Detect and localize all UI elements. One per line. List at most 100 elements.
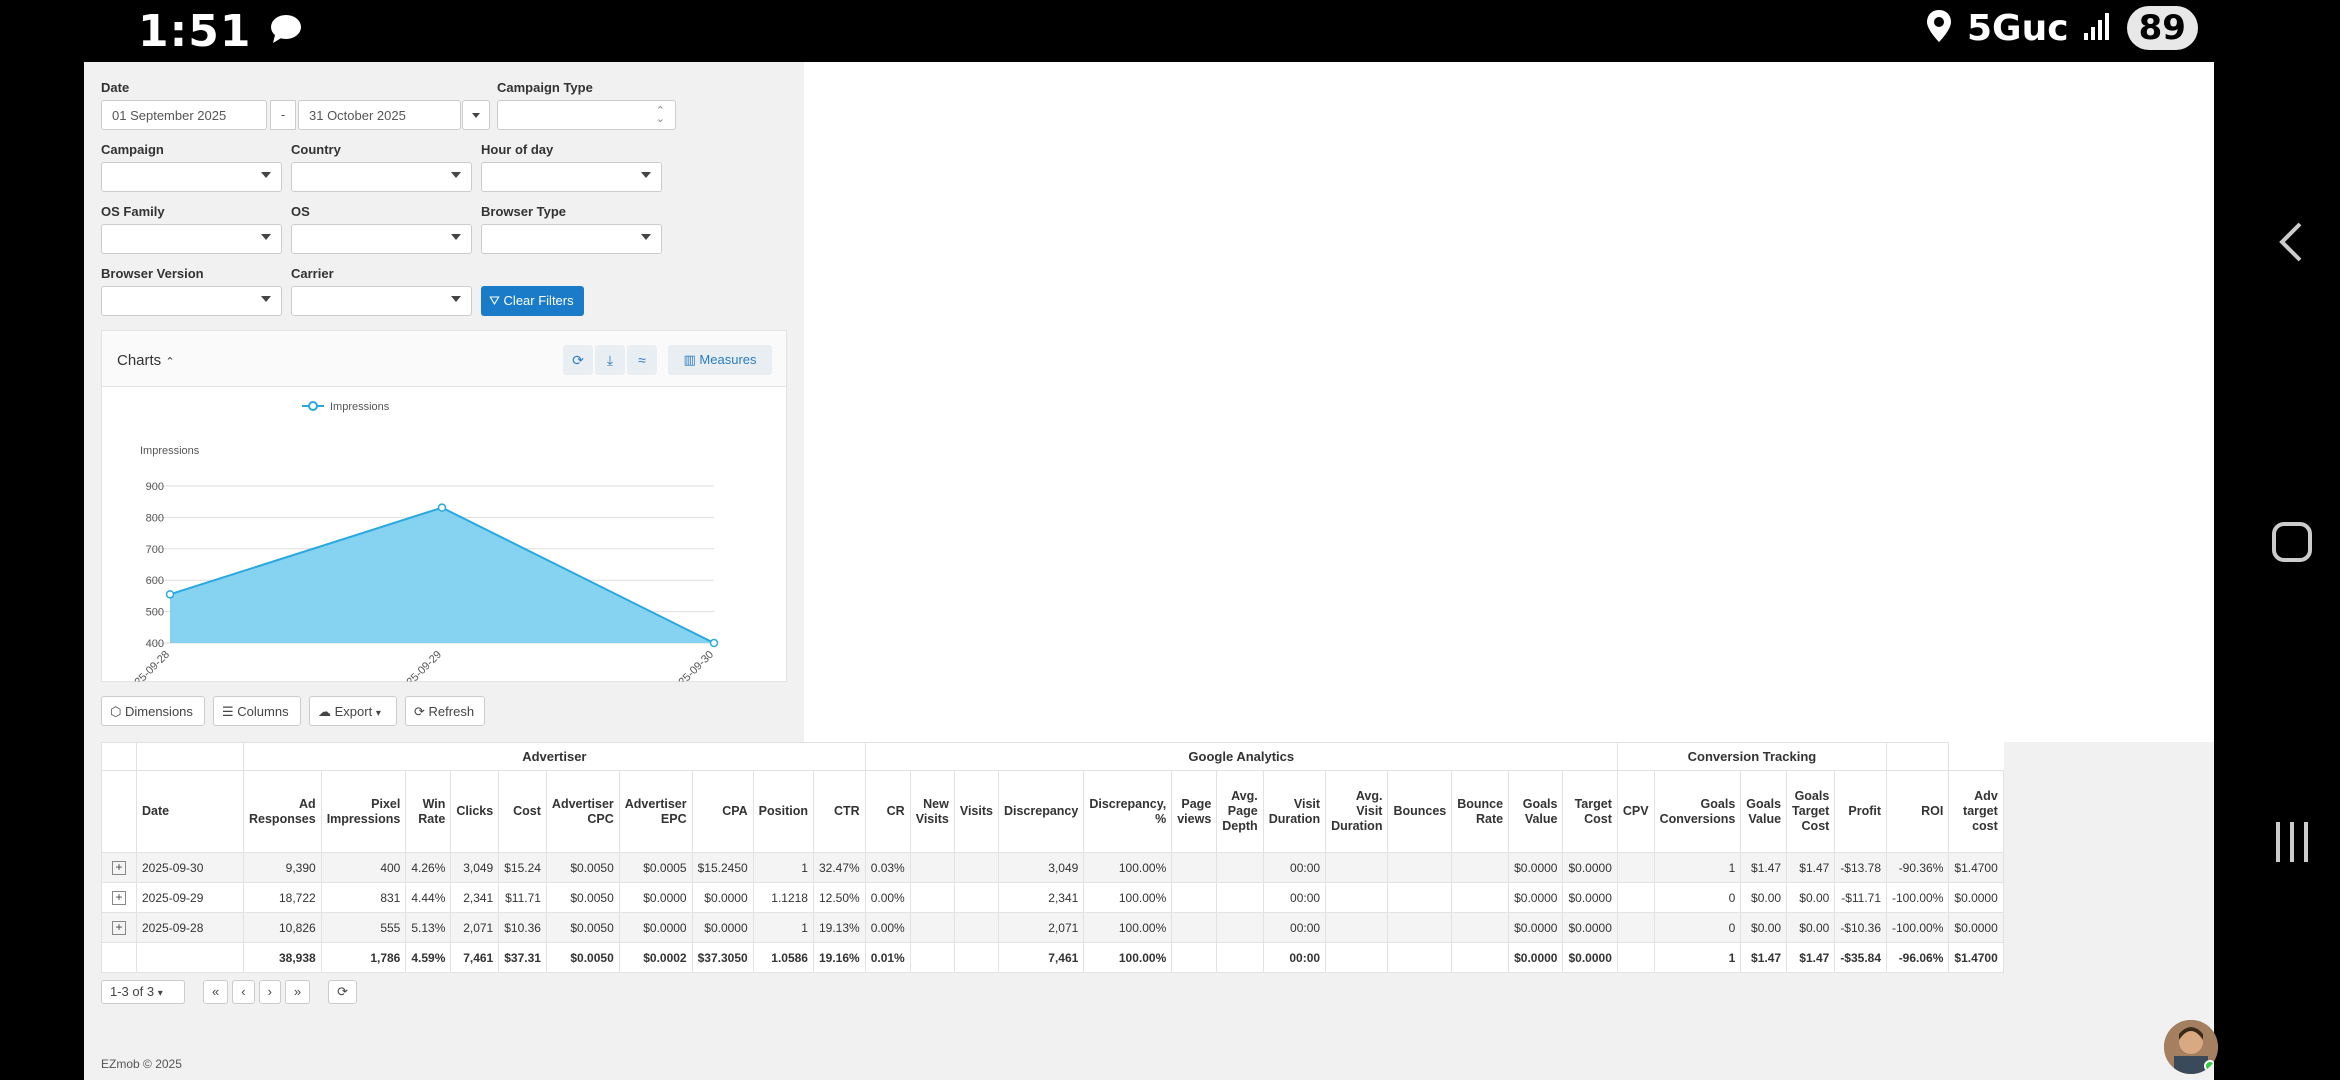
chevron-down-icon: [472, 113, 480, 118]
column-header[interactable]: Profit: [1834, 770, 1888, 853]
campaign-select[interactable]: [101, 162, 282, 192]
browser-version-select[interactable]: [101, 286, 282, 316]
column-header[interactable]: Goals Conversions: [1653, 770, 1742, 853]
date-from-input[interactable]: 01 September 2025: [101, 100, 267, 130]
measures-button[interactable]: ▥ Measures: [668, 345, 772, 375]
total-cell: $0.0002: [618, 942, 693, 973]
table-cell: 18,722: [243, 882, 322, 913]
table-cell: -100.00%: [1886, 912, 1950, 943]
page-range-select[interactable]: 1-3 of 3 ▾: [101, 980, 185, 1004]
carrier-select[interactable]: [291, 286, 472, 316]
country-select[interactable]: [291, 162, 472, 192]
browser-type-select[interactable]: [481, 224, 662, 254]
total-cell: 38,938: [243, 942, 322, 973]
table-cell: 2,071: [997, 912, 1085, 943]
table-cell: 2025-09-28: [136, 912, 244, 943]
column-header[interactable]: CPA: [691, 770, 754, 853]
column-header[interactable]: Advertiser EPC: [618, 770, 693, 853]
charts-title[interactable]: Charts ⌃: [117, 352, 175, 369]
column-header[interactable]: Visit Duration: [1262, 770, 1327, 853]
table-cell: 2,071: [450, 912, 500, 943]
export-button[interactable]: ☁ Export ▾: [309, 696, 397, 726]
column-header[interactable]: Cost: [498, 770, 547, 853]
y-tick-label: 500: [146, 607, 164, 619]
hour-select[interactable]: [481, 162, 662, 192]
column-header[interactable]: CR: [864, 770, 911, 853]
os-select[interactable]: [291, 224, 472, 254]
column-header[interactable]: Ad Responses: [243, 770, 322, 853]
columns-button[interactable]: ☰ Columns: [213, 696, 301, 726]
table-cell: $0.0000: [1508, 852, 1564, 883]
clear-filters-button[interactable]: ⛛ Clear Filters: [481, 286, 584, 316]
expand-cell: +: [101, 852, 137, 883]
expand-row-icon[interactable]: +: [112, 921, 126, 935]
table-cell: $0.0050: [545, 912, 620, 943]
expand-row-icon[interactable]: +: [112, 891, 126, 905]
chart-type-icon[interactable]: ≈: [627, 345, 657, 375]
legend-label: Impressions: [330, 401, 390, 413]
recents-icon[interactable]: [2262, 812, 2322, 872]
date-to-input[interactable]: 31 October 2025: [298, 100, 461, 130]
back-icon[interactable]: [2262, 212, 2322, 272]
reload-icon[interactable]: ⟳: [328, 980, 358, 1004]
home-icon[interactable]: [2262, 512, 2322, 572]
table-cell: [953, 912, 999, 943]
column-header[interactable]: Goals Value: [1508, 770, 1564, 853]
refresh-chart-icon[interactable]: ⟳: [563, 345, 593, 375]
column-header[interactable]: Bounces: [1387, 770, 1453, 853]
table-cell: $0.0000: [1508, 882, 1564, 913]
column-header[interactable]: Discrepancy: [997, 770, 1085, 853]
dimensions-button[interactable]: ⬡ Dimensions: [101, 696, 205, 726]
table-cell: [1387, 882, 1453, 913]
y-tick-label: 600: [146, 575, 164, 587]
column-header[interactable]: Date: [136, 770, 244, 853]
column-header[interactable]: CPV: [1616, 770, 1655, 853]
prev-page-icon[interactable]: ‹: [232, 980, 255, 1004]
expand-row-icon[interactable]: +: [112, 861, 126, 875]
conversion-tracking-group-header: Conversion Tracking: [1616, 742, 1888, 771]
download-icon[interactable]: ⤓: [595, 345, 625, 375]
table-cell: [1616, 852, 1655, 883]
table-cell: 2,341: [997, 882, 1085, 913]
column-header[interactable]: Bounce Rate: [1451, 770, 1510, 853]
column-header[interactable]: Avg. Page Depth: [1216, 770, 1264, 853]
refresh-button[interactable]: ⟳ Refresh: [405, 696, 485, 726]
total-cell: [953, 942, 999, 973]
column-header[interactable]: Avg. Visit Duration: [1325, 770, 1389, 853]
column-header[interactable]: Goals Value: [1740, 770, 1788, 853]
total-cell: [1387, 942, 1453, 973]
campaign-type-select[interactable]: ⌃ ⌄: [497, 100, 676, 130]
column-header[interactable]: Page views: [1171, 770, 1218, 853]
date-dropdown-button[interactable]: [462, 100, 490, 130]
table-cell: $0.0005: [618, 852, 693, 883]
os-family-select[interactable]: [101, 224, 282, 254]
column-header[interactable]: Position: [752, 770, 814, 853]
first-page-icon[interactable]: «: [203, 980, 229, 1004]
campaign-type-label: Campaign Type: [497, 80, 593, 95]
next-page-icon[interactable]: ›: [258, 980, 281, 1004]
column-header[interactable]: Win Rate: [405, 770, 452, 853]
column-header[interactable]: Visits: [953, 770, 999, 853]
support-avatar[interactable]: [2164, 1020, 2218, 1074]
table-cell: [1171, 882, 1218, 913]
column-header[interactable]: Clicks: [450, 770, 500, 853]
column-header[interactable]: Pixel Impressions: [320, 770, 407, 853]
column-header[interactable]: Goals Target Cost: [1786, 770, 1836, 853]
table-cell: $0.0000: [1948, 882, 2004, 913]
total-cell: [1451, 942, 1510, 973]
column-header[interactable]: ROI: [1886, 770, 1950, 853]
table-cell: 5.13%: [405, 912, 452, 943]
total-cell: 0.01%: [864, 942, 911, 973]
column-header[interactable]: Discrepancy, %: [1083, 770, 1173, 853]
column-header[interactable]: New Visits: [909, 770, 955, 853]
table-cell: 100.00%: [1083, 882, 1173, 913]
charts-header: Charts ⌃ ⟳ ⤓ ≈ ▥ Measures: [102, 331, 786, 387]
table-cell: $15.24: [498, 852, 547, 883]
last-page-icon[interactable]: »: [284, 980, 311, 1004]
column-header[interactable]: Advertiser CPC: [545, 770, 620, 853]
data-point: [709, 638, 719, 648]
table-cell: [1451, 912, 1510, 943]
column-header[interactable]: Target Cost: [1562, 770, 1618, 853]
column-header[interactable]: CTR: [812, 770, 866, 853]
column-header[interactable]: Adv target cost: [1948, 770, 2004, 853]
